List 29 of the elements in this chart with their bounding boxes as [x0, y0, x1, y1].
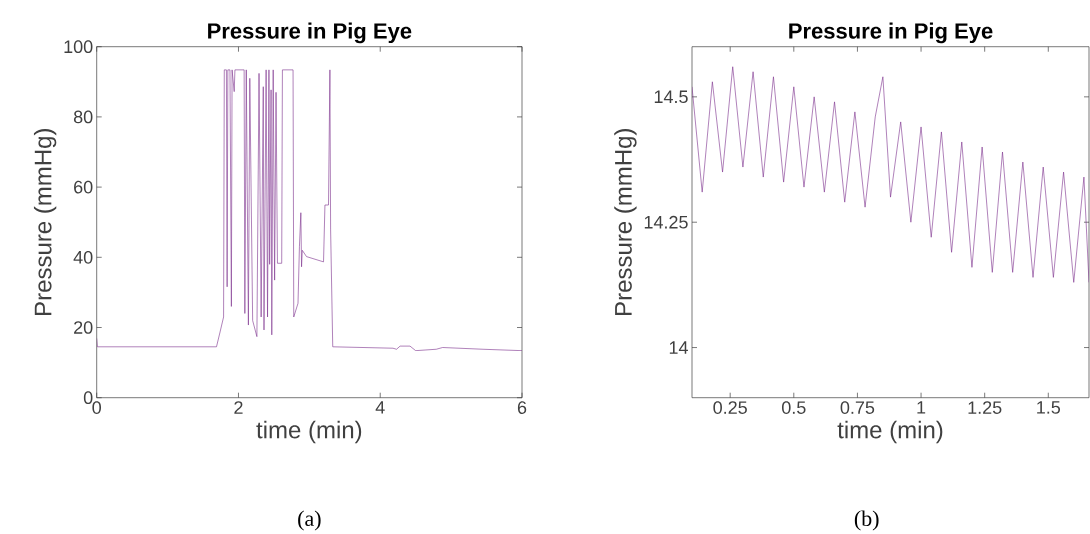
- y-tick-label: 14: [669, 341, 688, 354]
- line-series: [692, 66, 1090, 283]
- x-tick-label: 0.75: [840, 401, 875, 414]
- y-tick-label: 0: [83, 391, 93, 405]
- y-tick-label: 14.25: [644, 215, 688, 229]
- x-tick-label: 6: [517, 401, 527, 414]
- y-tick-label: 60: [74, 180, 93, 194]
- x-tick-label: 0.25: [713, 401, 747, 414]
- text: (b): [854, 510, 879, 531]
- x-tick-label: 1.25: [968, 401, 1002, 414]
- y-tick-label: 40: [73, 250, 93, 264]
- text: (a): [298, 510, 321, 531]
- x-tick-label: 1: [917, 401, 926, 414]
- y-tick-label: 20: [74, 321, 93, 334]
- x-tick-label: 1.5: [1037, 401, 1061, 414]
- y-tick-label: 14.5: [654, 90, 688, 104]
- x-tick-label: 4: [375, 401, 385, 414]
- y-tick-label: 80: [73, 110, 93, 124]
- chart-title: Pressure in Pig Eye: [208, 22, 412, 44]
- x-axis-title: time (min): [837, 420, 943, 444]
- x-tick-label: 2: [234, 401, 243, 414]
- x-tick-label: 0.5: [782, 401, 806, 414]
- y-axis-title: Pressure (mmHg): [33, 129, 57, 315]
- x-axis-title: time (min): [256, 420, 362, 444]
- y-axis-title: Pressure (mmHg): [614, 129, 637, 315]
- y-tick-label: 100: [64, 40, 93, 54]
- chart-title: Pressure in Pig Eye: [789, 22, 993, 44]
- line-series: [96, 69, 522, 351]
- x-tick-label: 0: [92, 401, 102, 414]
